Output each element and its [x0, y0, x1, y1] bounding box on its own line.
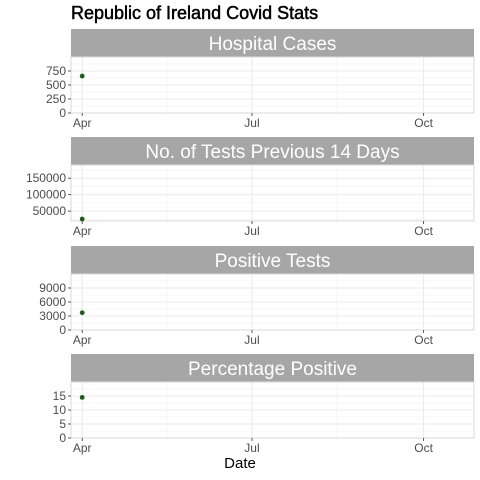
- facet-strip: [71, 29, 474, 57]
- chart-title: Republic of Ireland Covid Stats: [71, 3, 319, 24]
- x-tick-label: Oct: [414, 441, 433, 455]
- x-tick-label: Apr: [73, 441, 92, 455]
- x-tick-label: Oct: [414, 224, 433, 238]
- y-tick-label: 50000: [33, 204, 67, 218]
- facet-strip: [71, 137, 474, 165]
- y-tick-label: 10: [53, 403, 67, 417]
- y-tick-label: 500: [46, 78, 66, 92]
- y-tick-label: 15: [53, 389, 67, 403]
- facet-strip-label: Positive Tests: [215, 251, 331, 272]
- y-tick-label: 0: [59, 323, 66, 337]
- y-tick-label: 6000: [39, 295, 66, 309]
- y-tick-label: 9000: [39, 281, 66, 295]
- y-tick-label: 750: [46, 64, 66, 78]
- panel-border: [70, 164, 475, 222]
- x-tick-label: Jul: [244, 333, 259, 347]
- x-tick-label: Oct: [414, 333, 433, 347]
- x-tick-label: Apr: [73, 116, 92, 130]
- x-tick-label: Jul: [244, 441, 259, 455]
- facet-strip: [71, 246, 474, 274]
- y-tick-label: 100000: [26, 188, 66, 202]
- x-axis-label: Date: [224, 455, 256, 472]
- data-point: [79, 73, 85, 79]
- data-point: [79, 310, 85, 316]
- facet-strip-label: Percentage Positive: [188, 359, 357, 380]
- y-tick-label: 5: [59, 417, 66, 431]
- x-tick-label: Apr: [73, 224, 92, 238]
- x-tick-label: Apr: [73, 333, 92, 347]
- data-point: [79, 216, 85, 222]
- y-tick-label: 0: [59, 106, 66, 120]
- x-tick-label: Jul: [244, 224, 259, 238]
- facet-strip: [71, 354, 474, 382]
- facet-strip-label: Hospital Cases: [209, 34, 337, 55]
- y-tick-label: 150000: [26, 171, 66, 185]
- data-point: [79, 395, 85, 400]
- x-tick-label: Jul: [244, 116, 259, 130]
- y-tick-label: 250: [46, 92, 66, 106]
- x-tick-label: Oct: [414, 116, 433, 130]
- y-tick-label: 3000: [39, 309, 66, 323]
- y-tick-label: 0: [59, 431, 66, 445]
- facet-strip-label: No. of Tests Previous 14 Days: [145, 142, 399, 163]
